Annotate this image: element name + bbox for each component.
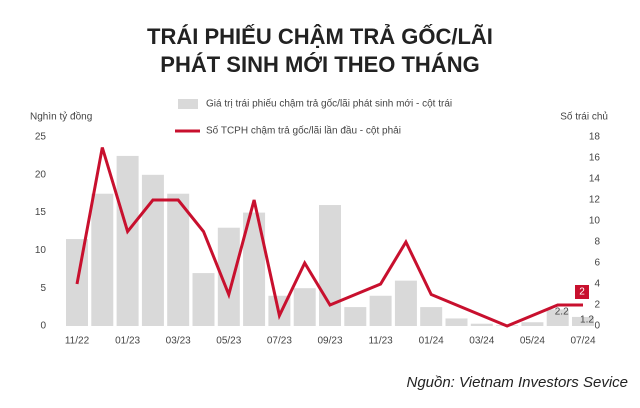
- bar: [420, 307, 443, 326]
- y2-tick-label: 18: [589, 132, 601, 143]
- bar: [521, 322, 544, 326]
- y2-tick-label: 8: [594, 237, 600, 248]
- bar: [167, 193, 190, 326]
- x-tick-label: 01/24: [419, 336, 444, 347]
- legend-label: Giá trị trái phiếu chậm trả gốc/lãi phát…: [206, 98, 452, 110]
- y-tick-label: 25: [35, 132, 47, 143]
- x-tick-label: 09/23: [317, 336, 342, 347]
- x-tick-label: 05/24: [520, 336, 545, 347]
- chart-subtitle: PHÁT SINH MỚI THEO THÁNG: [160, 52, 479, 77]
- y-tick-label: 0: [40, 321, 46, 332]
- y-tick-label: 5: [40, 283, 46, 294]
- bar: [369, 295, 392, 326]
- y2-tick-label: 14: [589, 174, 601, 185]
- bar: [91, 193, 114, 326]
- x-tick-label: 03/23: [166, 336, 191, 347]
- y2-tick-label: 10: [589, 216, 601, 227]
- x-tick-label: 11/22: [65, 336, 90, 347]
- x-tick-label: 01/23: [115, 336, 140, 347]
- chart-title: TRÁI PHIẾU CHẬM TRẢ GỐC/LÃI: [147, 23, 493, 49]
- y2-tick-label: 2: [594, 300, 600, 311]
- y-tick-label: 15: [35, 207, 47, 218]
- bar: [572, 316, 594, 326]
- y-tick-label: 20: [35, 169, 47, 180]
- x-tick-label: 07/24: [570, 336, 595, 347]
- line: [75, 147, 583, 328]
- bar: [243, 212, 266, 326]
- y2-tick-label: 6: [594, 258, 600, 269]
- y-tick-label: 10: [35, 245, 47, 256]
- bar: [394, 280, 417, 326]
- value-label: 2.2: [555, 307, 569, 318]
- legend-swatch: [178, 99, 198, 109]
- x-tick-label: 07/23: [267, 336, 292, 347]
- bar: [293, 288, 316, 326]
- y-axis-title: Nghìn tỷ đồng: [30, 111, 92, 123]
- y2-tick-label: 12: [589, 195, 601, 206]
- y2-tick-label: 0: [594, 321, 600, 332]
- bar: [141, 174, 164, 326]
- bar: [192, 273, 215, 326]
- x-tick-label: 03/24: [469, 336, 494, 347]
- source: Nguồn: Vietnam Investors Sevice: [406, 374, 628, 391]
- bar: [344, 307, 367, 326]
- value-label-box: [575, 285, 589, 299]
- bar: [319, 205, 341, 326]
- y2-axis-title: Số trái chủ: [560, 111, 608, 123]
- bar: [445, 318, 468, 326]
- bar: [470, 323, 493, 326]
- y2-tick-label: 16: [589, 153, 601, 164]
- legend-label: Số TCPH chậm trả gốc/lãi lần đầu - cột p…: [206, 125, 401, 137]
- value-label: 2: [579, 287, 585, 298]
- value-label: 1.2: [580, 315, 594, 326]
- bar: [217, 227, 240, 326]
- y2-tick-label: 4: [594, 279, 600, 290]
- bar: [116, 155, 139, 326]
- x-tick-label: 11/23: [368, 336, 393, 347]
- bar: [546, 309, 569, 326]
- x-tick-label: 05/23: [216, 336, 241, 347]
